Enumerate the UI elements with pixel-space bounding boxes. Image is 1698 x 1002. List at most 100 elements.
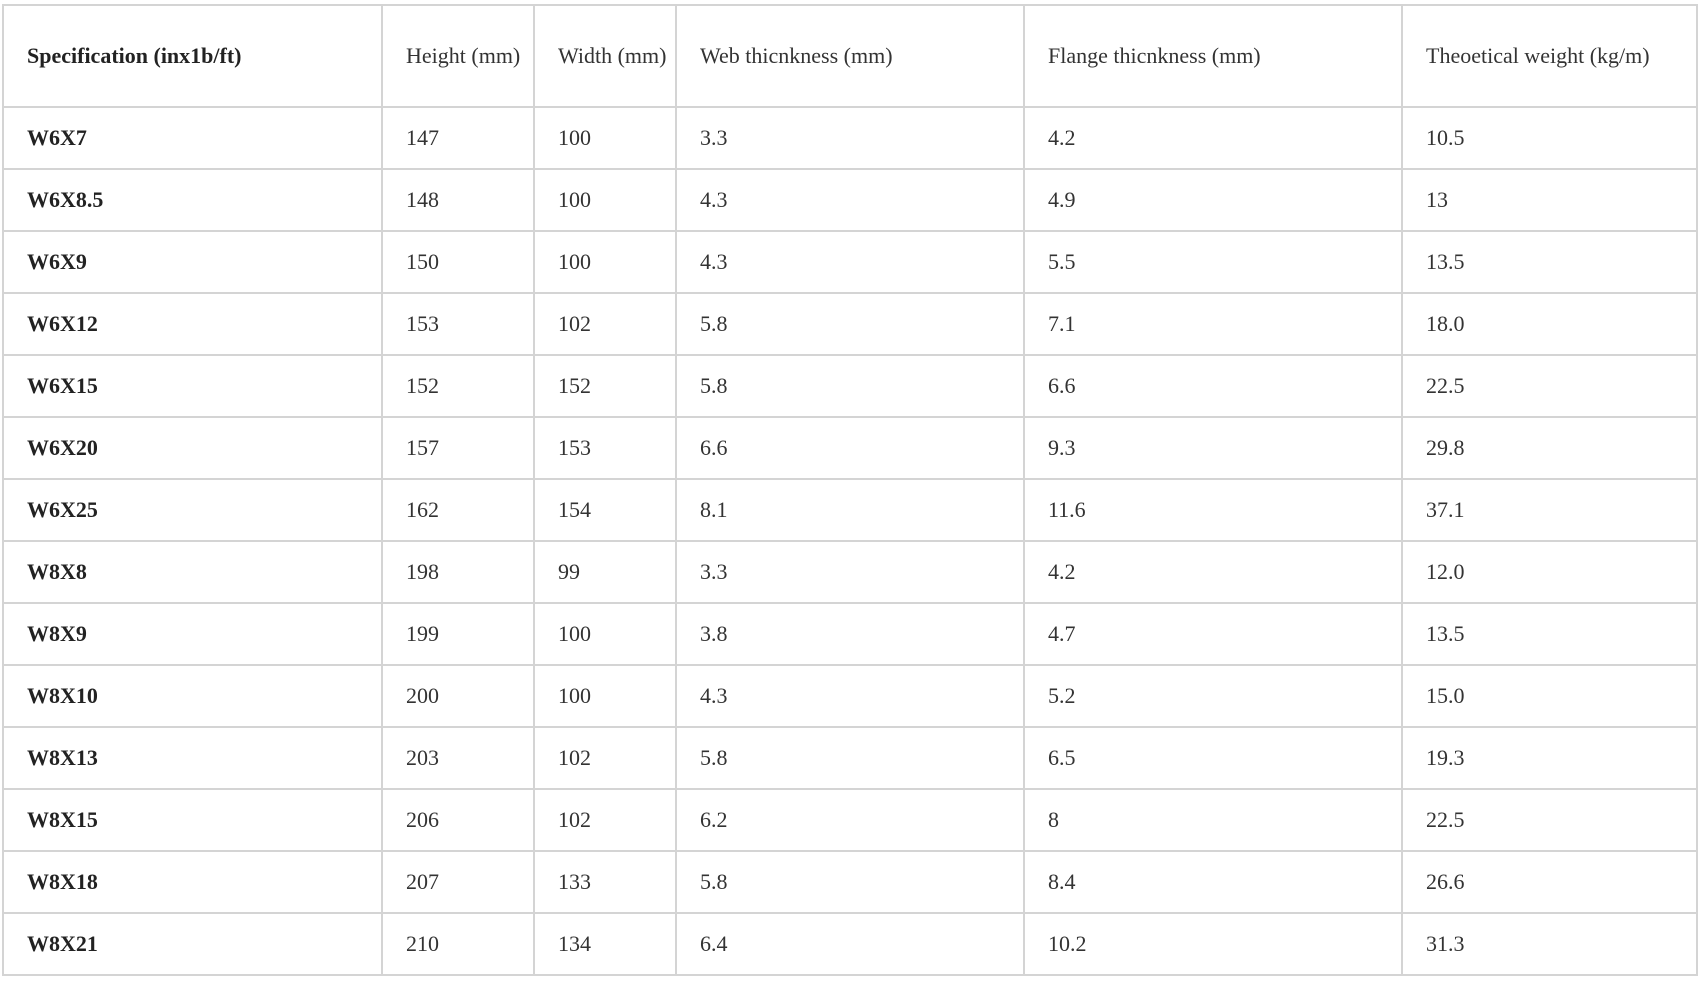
cell-specification: W6X25	[2, 478, 383, 542]
cell-web-thickness: 5.8	[675, 850, 1025, 914]
table-row: W8X13 203 102 5.8 6.5 19.3	[2, 726, 1698, 790]
column-header-theoretical-weight: Theoetical weight (kg/m)	[1401, 4, 1698, 108]
cell-height: 199	[381, 602, 535, 666]
cell-width: 102	[533, 726, 677, 790]
cell-specification: W6X8.5	[2, 168, 383, 232]
cell-flange-thickness: 5.2	[1023, 664, 1403, 728]
cell-flange-thickness: 5.5	[1023, 230, 1403, 294]
cell-height: 203	[381, 726, 535, 790]
table-row: W8X18 207 133 5.8 8.4 26.6	[2, 850, 1698, 914]
cell-web-thickness: 4.3	[675, 230, 1025, 294]
column-header-height: Height (mm)	[381, 4, 535, 108]
table-header-row: Specification (inx1b/ft) Height (mm) Width…	[2, 4, 1698, 108]
cell-specification: W8X10	[2, 664, 383, 728]
cell-height: 162	[381, 478, 535, 542]
cell-flange-thickness: 6.5	[1023, 726, 1403, 790]
cell-flange-thickness: 8	[1023, 788, 1403, 852]
table-row: W6X9 150 100 4.3 5.5 13.5	[2, 230, 1698, 294]
cell-specification: W8X21	[2, 912, 383, 976]
cell-height: 198	[381, 540, 535, 604]
table-row: W8X9 199 100 3.8 4.7 13.5	[2, 602, 1698, 666]
cell-flange-thickness: 9.3	[1023, 416, 1403, 480]
table-row: W6X25 162 154 8.1 11.6 37.1	[2, 478, 1698, 542]
cell-web-thickness: 5.8	[675, 354, 1025, 418]
cell-height: 147	[381, 106, 535, 170]
cell-flange-thickness: 4.2	[1023, 106, 1403, 170]
cell-web-thickness: 8.1	[675, 478, 1025, 542]
cell-specification: W6X12	[2, 292, 383, 356]
table-row: W6X15 152 152 5.8 6.6 22.5	[2, 354, 1698, 418]
cell-theoretical-weight: 15.0	[1401, 664, 1698, 728]
cell-theoretical-weight: 12.0	[1401, 540, 1698, 604]
cell-theoretical-weight: 22.5	[1401, 788, 1698, 852]
cell-flange-thickness: 4.2	[1023, 540, 1403, 604]
spec-table-container: Specification (inx1b/ft) Height (mm) Width…	[2, 4, 1698, 976]
cell-height: 150	[381, 230, 535, 294]
cell-flange-thickness: 6.6	[1023, 354, 1403, 418]
cell-web-thickness: 6.6	[675, 416, 1025, 480]
steel-spec-table: Specification (inx1b/ft) Height (mm) Width…	[2, 4, 1698, 976]
cell-flange-thickness: 4.7	[1023, 602, 1403, 666]
cell-specification: W8X9	[2, 602, 383, 666]
table-row: W6X12 153 102 5.8 7.1 18.0	[2, 292, 1698, 356]
cell-theoretical-weight: 13.5	[1401, 230, 1698, 294]
cell-flange-thickness: 7.1	[1023, 292, 1403, 356]
cell-height: 207	[381, 850, 535, 914]
cell-height: 206	[381, 788, 535, 852]
cell-specification: W8X13	[2, 726, 383, 790]
cell-specification: W6X9	[2, 230, 383, 294]
cell-web-thickness: 4.3	[675, 664, 1025, 728]
cell-specification: W8X8	[2, 540, 383, 604]
table-row: W6X20 157 153 6.6 9.3 29.8	[2, 416, 1698, 480]
column-header-specification: Specification (inx1b/ft)	[2, 4, 383, 108]
cell-width: 100	[533, 664, 677, 728]
cell-theoretical-weight: 31.3	[1401, 912, 1698, 976]
column-header-web-thickness: Web thicnkness (mm)	[675, 4, 1025, 108]
table-row: W8X8 198 99 3.3 4.2 12.0	[2, 540, 1698, 604]
cell-height: 153	[381, 292, 535, 356]
cell-specification: W6X7	[2, 106, 383, 170]
cell-theoretical-weight: 19.3	[1401, 726, 1698, 790]
cell-width: 100	[533, 106, 677, 170]
cell-web-thickness: 6.2	[675, 788, 1025, 852]
table-row: W6X7 147 100 3.3 4.2 10.5	[2, 106, 1698, 170]
table-row: W6X8.5 148 100 4.3 4.9 13	[2, 168, 1698, 232]
cell-web-thickness: 5.8	[675, 726, 1025, 790]
cell-theoretical-weight: 13	[1401, 168, 1698, 232]
table-row: W8X10 200 100 4.3 5.2 15.0	[2, 664, 1698, 728]
cell-height: 152	[381, 354, 535, 418]
cell-flange-thickness: 4.9	[1023, 168, 1403, 232]
cell-web-thickness: 6.4	[675, 912, 1025, 976]
cell-specification: W8X18	[2, 850, 383, 914]
cell-width: 153	[533, 416, 677, 480]
cell-specification: W6X15	[2, 354, 383, 418]
cell-flange-thickness: 8.4	[1023, 850, 1403, 914]
cell-width: 134	[533, 912, 677, 976]
cell-web-thickness: 3.3	[675, 540, 1025, 604]
cell-width: 102	[533, 292, 677, 356]
cell-flange-thickness: 11.6	[1023, 478, 1403, 542]
cell-width: 100	[533, 602, 677, 666]
column-header-width: Width (mm)	[533, 4, 677, 108]
cell-width: 100	[533, 230, 677, 294]
cell-theoretical-weight: 10.5	[1401, 106, 1698, 170]
cell-web-thickness: 3.8	[675, 602, 1025, 666]
cell-width: 102	[533, 788, 677, 852]
cell-web-thickness: 4.3	[675, 168, 1025, 232]
cell-height: 157	[381, 416, 535, 480]
cell-height: 200	[381, 664, 535, 728]
cell-theoretical-weight: 13.5	[1401, 602, 1698, 666]
cell-specification: W6X20	[2, 416, 383, 480]
cell-theoretical-weight: 29.8	[1401, 416, 1698, 480]
cell-specification: W8X15	[2, 788, 383, 852]
cell-theoretical-weight: 26.6	[1401, 850, 1698, 914]
cell-width: 100	[533, 168, 677, 232]
column-header-flange-thickness: Flange thicnkness (mm)	[1023, 4, 1403, 108]
table-row: W8X21 210 134 6.4 10.2 31.3	[2, 912, 1698, 976]
cell-web-thickness: 5.8	[675, 292, 1025, 356]
cell-web-thickness: 3.3	[675, 106, 1025, 170]
cell-theoretical-weight: 37.1	[1401, 478, 1698, 542]
cell-flange-thickness: 10.2	[1023, 912, 1403, 976]
cell-width: 133	[533, 850, 677, 914]
cell-width: 99	[533, 540, 677, 604]
